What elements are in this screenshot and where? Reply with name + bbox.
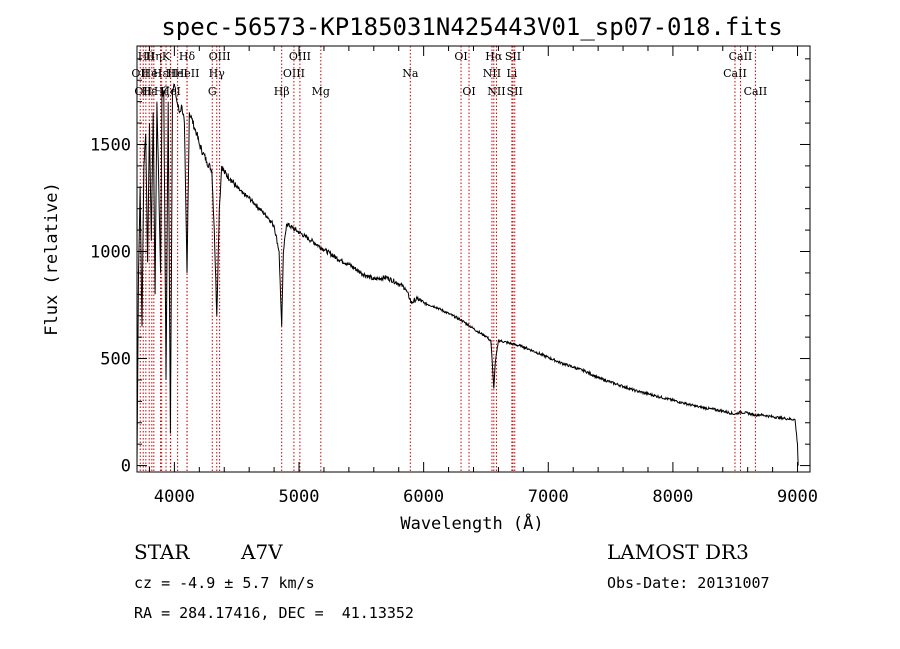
y-axis-ticks: 0 500 1000 1500 — [90, 58, 810, 477]
y-tick-label: 1000 — [90, 243, 131, 263]
line-label-14: G — [208, 85, 217, 98]
spectral-line-labels: OIIOIIHθHεHeIHηHεHζKHHeIHeIHδHeIIGHγOIII… — [131, 50, 767, 98]
line-label-11: HeI — [167, 67, 187, 80]
x-axis-label: Wavelength (Å) — [400, 512, 543, 534]
object-subclass: A7V — [241, 540, 283, 564]
y-tick-label: 1500 — [90, 135, 131, 155]
line-label-28: SII — [505, 50, 521, 63]
coordinates: RA = 284.17416, DEC = 41.13352 — [134, 604, 414, 622]
line-label-18: OIII — [283, 67, 305, 80]
line-label-19: OIII — [289, 50, 311, 63]
line-label-5: Hη — [146, 50, 162, 63]
x-tick-label: 6000 — [403, 487, 444, 507]
line-label-22: OI — [454, 50, 467, 63]
line-label-24: NII — [483, 67, 501, 80]
line-label-23: OI — [462, 85, 475, 98]
y-axis-label: Flux (relative) — [42, 182, 62, 336]
line-label-17: Hβ — [274, 85, 290, 98]
line-label-9: H — [166, 67, 176, 80]
x-tick-label: 9000 — [777, 487, 818, 507]
y-tick-label: 0 — [121, 457, 131, 477]
x-tick-label: 5000 — [279, 487, 320, 507]
line-label-32: CaII — [744, 85, 768, 98]
line-label-27: Li — [506, 67, 517, 80]
line-label-13: HeII — [175, 67, 200, 80]
line-label-2: Hθ — [138, 50, 155, 63]
line-label-0: OII — [131, 67, 149, 80]
x-tick-label: 4000 — [154, 487, 195, 507]
obs-date: Obs-Date: 20131007 — [607, 574, 770, 592]
line-label-8: K — [162, 50, 171, 63]
line-label-29: SII — [507, 85, 523, 98]
line-label-1: OII — [134, 85, 152, 98]
chart-title: spec-56573-KP185031N425443V01_sp07-018.f… — [161, 13, 782, 41]
line-label-4: HeI — [142, 67, 162, 80]
x-tick-label: 7000 — [528, 487, 569, 507]
line-label-25: Hα — [485, 50, 503, 63]
line-label-16: OIII — [209, 50, 231, 63]
line-label-7: Hζ — [154, 85, 170, 98]
survey-name: LAMOST DR3 — [607, 540, 749, 564]
line-label-20: Mg — [312, 85, 330, 98]
line-label-21: Na — [402, 67, 419, 80]
line-label-31: CaII — [729, 50, 753, 63]
y-tick-label: 500 — [100, 350, 131, 370]
object-class: STAR — [134, 540, 190, 564]
line-label-6: Hε — [153, 67, 169, 80]
flux-series-line — [136, 83, 799, 466]
line-label-30: CaII — [723, 67, 747, 80]
line-label-12: Hδ — [179, 50, 196, 63]
line-label-26: NII — [487, 85, 505, 98]
x-tick-label: 8000 — [652, 487, 693, 507]
redshift-info: cz = -4.9 ± 5.7 km/s — [134, 574, 315, 592]
spectral-line-markers — [139, 46, 756, 472]
line-label-3: Hε — [142, 85, 158, 98]
line-label-15: Hγ — [209, 67, 226, 80]
x-axis-ticks: 4000 5000 6000 7000 8000 9000 — [148, 46, 818, 507]
